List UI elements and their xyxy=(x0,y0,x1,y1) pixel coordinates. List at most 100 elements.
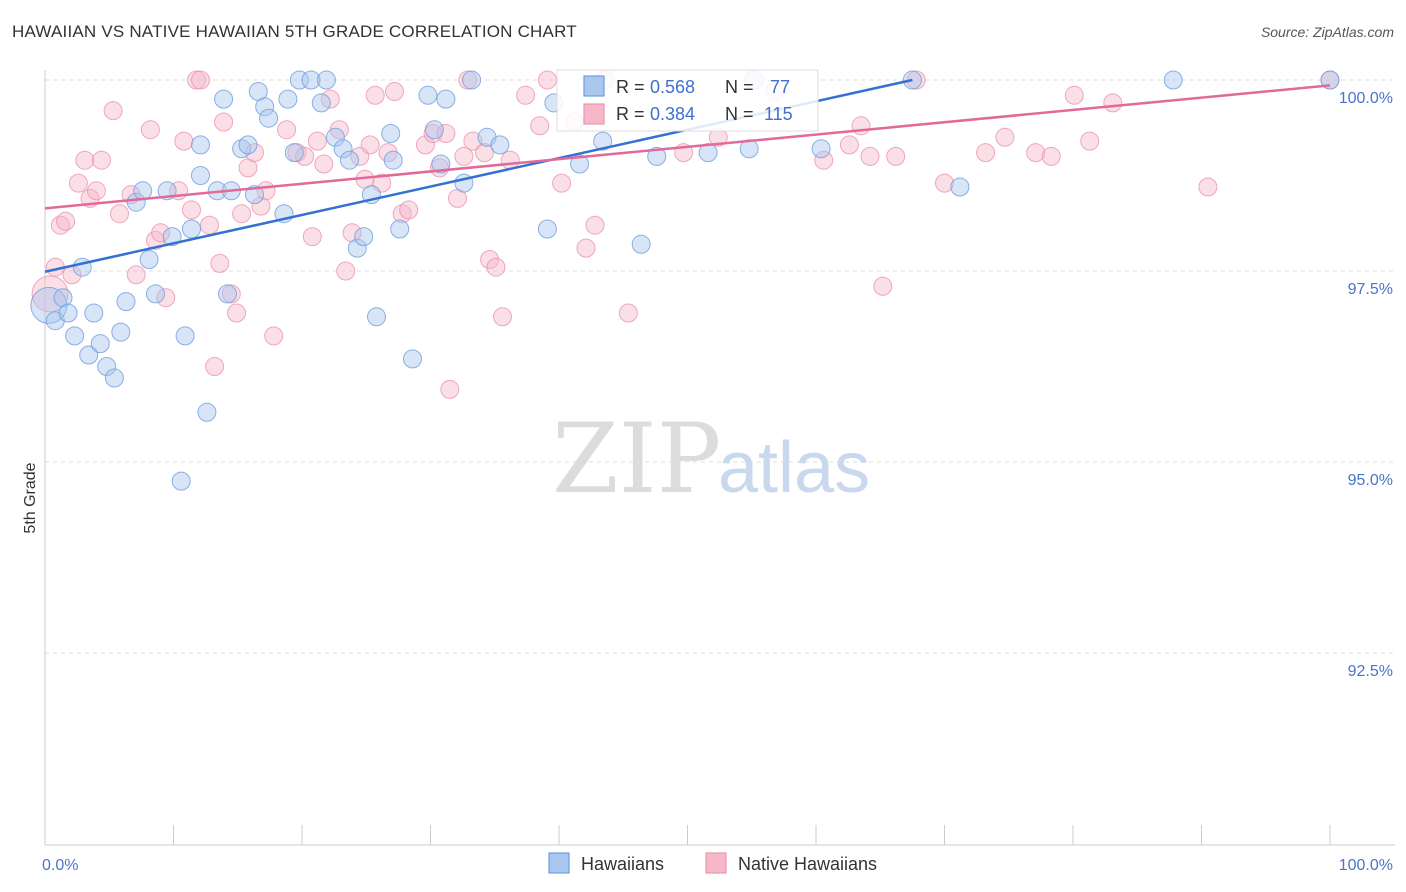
hawaiians-point xyxy=(139,250,159,269)
native-hawaiians-point xyxy=(995,127,1015,147)
native-hawaiians-point xyxy=(493,307,512,327)
hawaiians-point xyxy=(146,284,165,304)
hawaiians-point xyxy=(325,127,345,147)
source-note: Source: ZipAtlas.com xyxy=(1260,24,1394,40)
axis-layer: 100.0% 97.5% 95.0% 92.5% 0.0% 100.0% xyxy=(42,70,1395,874)
native-hawaiians-point xyxy=(110,204,129,224)
native-hawaiians-point xyxy=(365,85,385,105)
hawaiians-point xyxy=(65,326,85,346)
native-hawaiians-point xyxy=(475,143,494,163)
stats-n-label-hawaiians: N = xyxy=(725,77,754,97)
watermark-zip: ZIP xyxy=(552,403,721,515)
native-hawaiians-point xyxy=(530,116,550,136)
watermark-atlas: atlas xyxy=(718,428,870,508)
y-axis-label: 5th Grade xyxy=(22,462,39,533)
native-hawaiians-point xyxy=(436,124,456,143)
native-hawaiians-point xyxy=(214,112,234,132)
hawaiians-point xyxy=(58,303,78,323)
hawaiians-point xyxy=(403,349,422,369)
native-hawaiians-point xyxy=(174,131,194,151)
stats-n-value-native-hawaiians: 115 xyxy=(764,104,793,124)
native-hawaiians-point xyxy=(56,211,76,231)
hawaiians-point xyxy=(255,97,275,117)
native-hawaiians-point xyxy=(873,276,893,296)
native-hawaiians-point xyxy=(191,70,210,90)
hawaiians-point xyxy=(301,70,321,90)
hawaiians-point xyxy=(162,227,182,247)
hawaiians-point xyxy=(383,150,403,170)
native-hawaiians-point xyxy=(50,215,70,235)
native-hawaiians-point xyxy=(295,146,315,166)
stats-swatch-native-hawaiians xyxy=(583,103,605,125)
hawaiians-point xyxy=(116,292,136,312)
stats-box: R = 0.568 N = 77 R = 0.384 N = 115 xyxy=(556,69,819,132)
hawaiians-point xyxy=(182,219,201,239)
hawaiians-point xyxy=(79,345,99,365)
hawaiians-point xyxy=(191,166,210,185)
native-hawaiians-point xyxy=(227,303,246,323)
hawaiians-point xyxy=(259,108,279,128)
hawaiians-point xyxy=(593,131,613,151)
hawaiians-point xyxy=(333,139,353,159)
native-hawaiians-point xyxy=(187,70,207,90)
hawaiians-point xyxy=(278,89,298,109)
native-hawaiians-point xyxy=(1064,85,1084,105)
native-hawaiians-point xyxy=(935,173,954,193)
hawaiians-point xyxy=(390,219,410,239)
native-hawaiians-point xyxy=(385,82,404,101)
native-hawaiians-point xyxy=(307,131,327,151)
native-hawaiians-point xyxy=(92,150,111,170)
y-tick-label-1: 97.5% xyxy=(1348,281,1393,298)
hawaiians-point xyxy=(462,70,482,90)
native-hawaiians-point xyxy=(140,120,160,140)
hawaiians-point xyxy=(570,154,590,174)
hawaiians-point xyxy=(133,181,153,201)
native-hawaiians-point xyxy=(210,253,230,273)
hawaiians-point xyxy=(104,368,124,388)
native-hawaiians-point xyxy=(264,326,284,346)
hawaiians-point xyxy=(367,307,386,327)
native-hawaiians-point xyxy=(415,135,435,155)
chart-title: HAWAIIAN VS NATIVE HAWAIIAN 5TH GRADE CO… xyxy=(12,22,577,41)
legend-label-hawaiians: Hawaiians xyxy=(581,854,664,874)
hawaiians-point xyxy=(424,120,444,140)
native-hawaiians-point xyxy=(277,120,297,140)
hawaiians-point xyxy=(53,288,73,308)
hawaiians-point xyxy=(171,471,191,491)
stats-r-value-hawaiians: 0.568 xyxy=(650,77,695,97)
native-hawaiians-point xyxy=(232,204,252,224)
hawaiians-point xyxy=(354,227,374,247)
hawaiians-point xyxy=(284,143,304,163)
legend: Hawaiians Native Hawaiians xyxy=(548,852,877,874)
native-hawaiians-point xyxy=(576,238,596,258)
native-hawaiians-point xyxy=(814,150,834,170)
legend-swatch-hawaiians xyxy=(548,852,570,874)
native-hawaiians-point xyxy=(516,85,536,105)
native-hawaiians-point xyxy=(440,379,460,399)
hawaiians-point xyxy=(245,185,264,205)
hawaiians-point xyxy=(490,135,510,155)
native-hawaiians-point xyxy=(399,200,419,220)
native-hawaiians-point xyxy=(552,173,572,193)
hawaiians-point xyxy=(647,146,667,166)
native-hawaiians-point xyxy=(1103,93,1123,113)
hawaiians-point xyxy=(431,154,451,174)
hawaiians-point xyxy=(950,177,970,197)
hawaiians-point xyxy=(218,284,237,304)
hawaiians-point xyxy=(381,124,401,143)
native-hawaiians-point xyxy=(251,196,271,216)
points-layer xyxy=(30,70,1340,491)
native-hawaiians-point xyxy=(182,200,201,220)
native-hawaiians-point xyxy=(342,223,362,243)
hawaiians-point xyxy=(191,135,210,155)
native-hawaiians-point xyxy=(976,143,996,163)
stats-r-label-native-hawaiians: R = xyxy=(616,104,645,124)
hawaiians-point xyxy=(311,93,331,113)
native-hawaiians-point xyxy=(1026,143,1046,163)
hawaiians-point xyxy=(902,70,922,90)
native-hawaiians-point xyxy=(75,150,95,170)
hawaiians-point xyxy=(84,303,104,323)
y-tick-label-2: 95.0% xyxy=(1348,472,1393,489)
native-hawaiians-point xyxy=(480,250,500,269)
